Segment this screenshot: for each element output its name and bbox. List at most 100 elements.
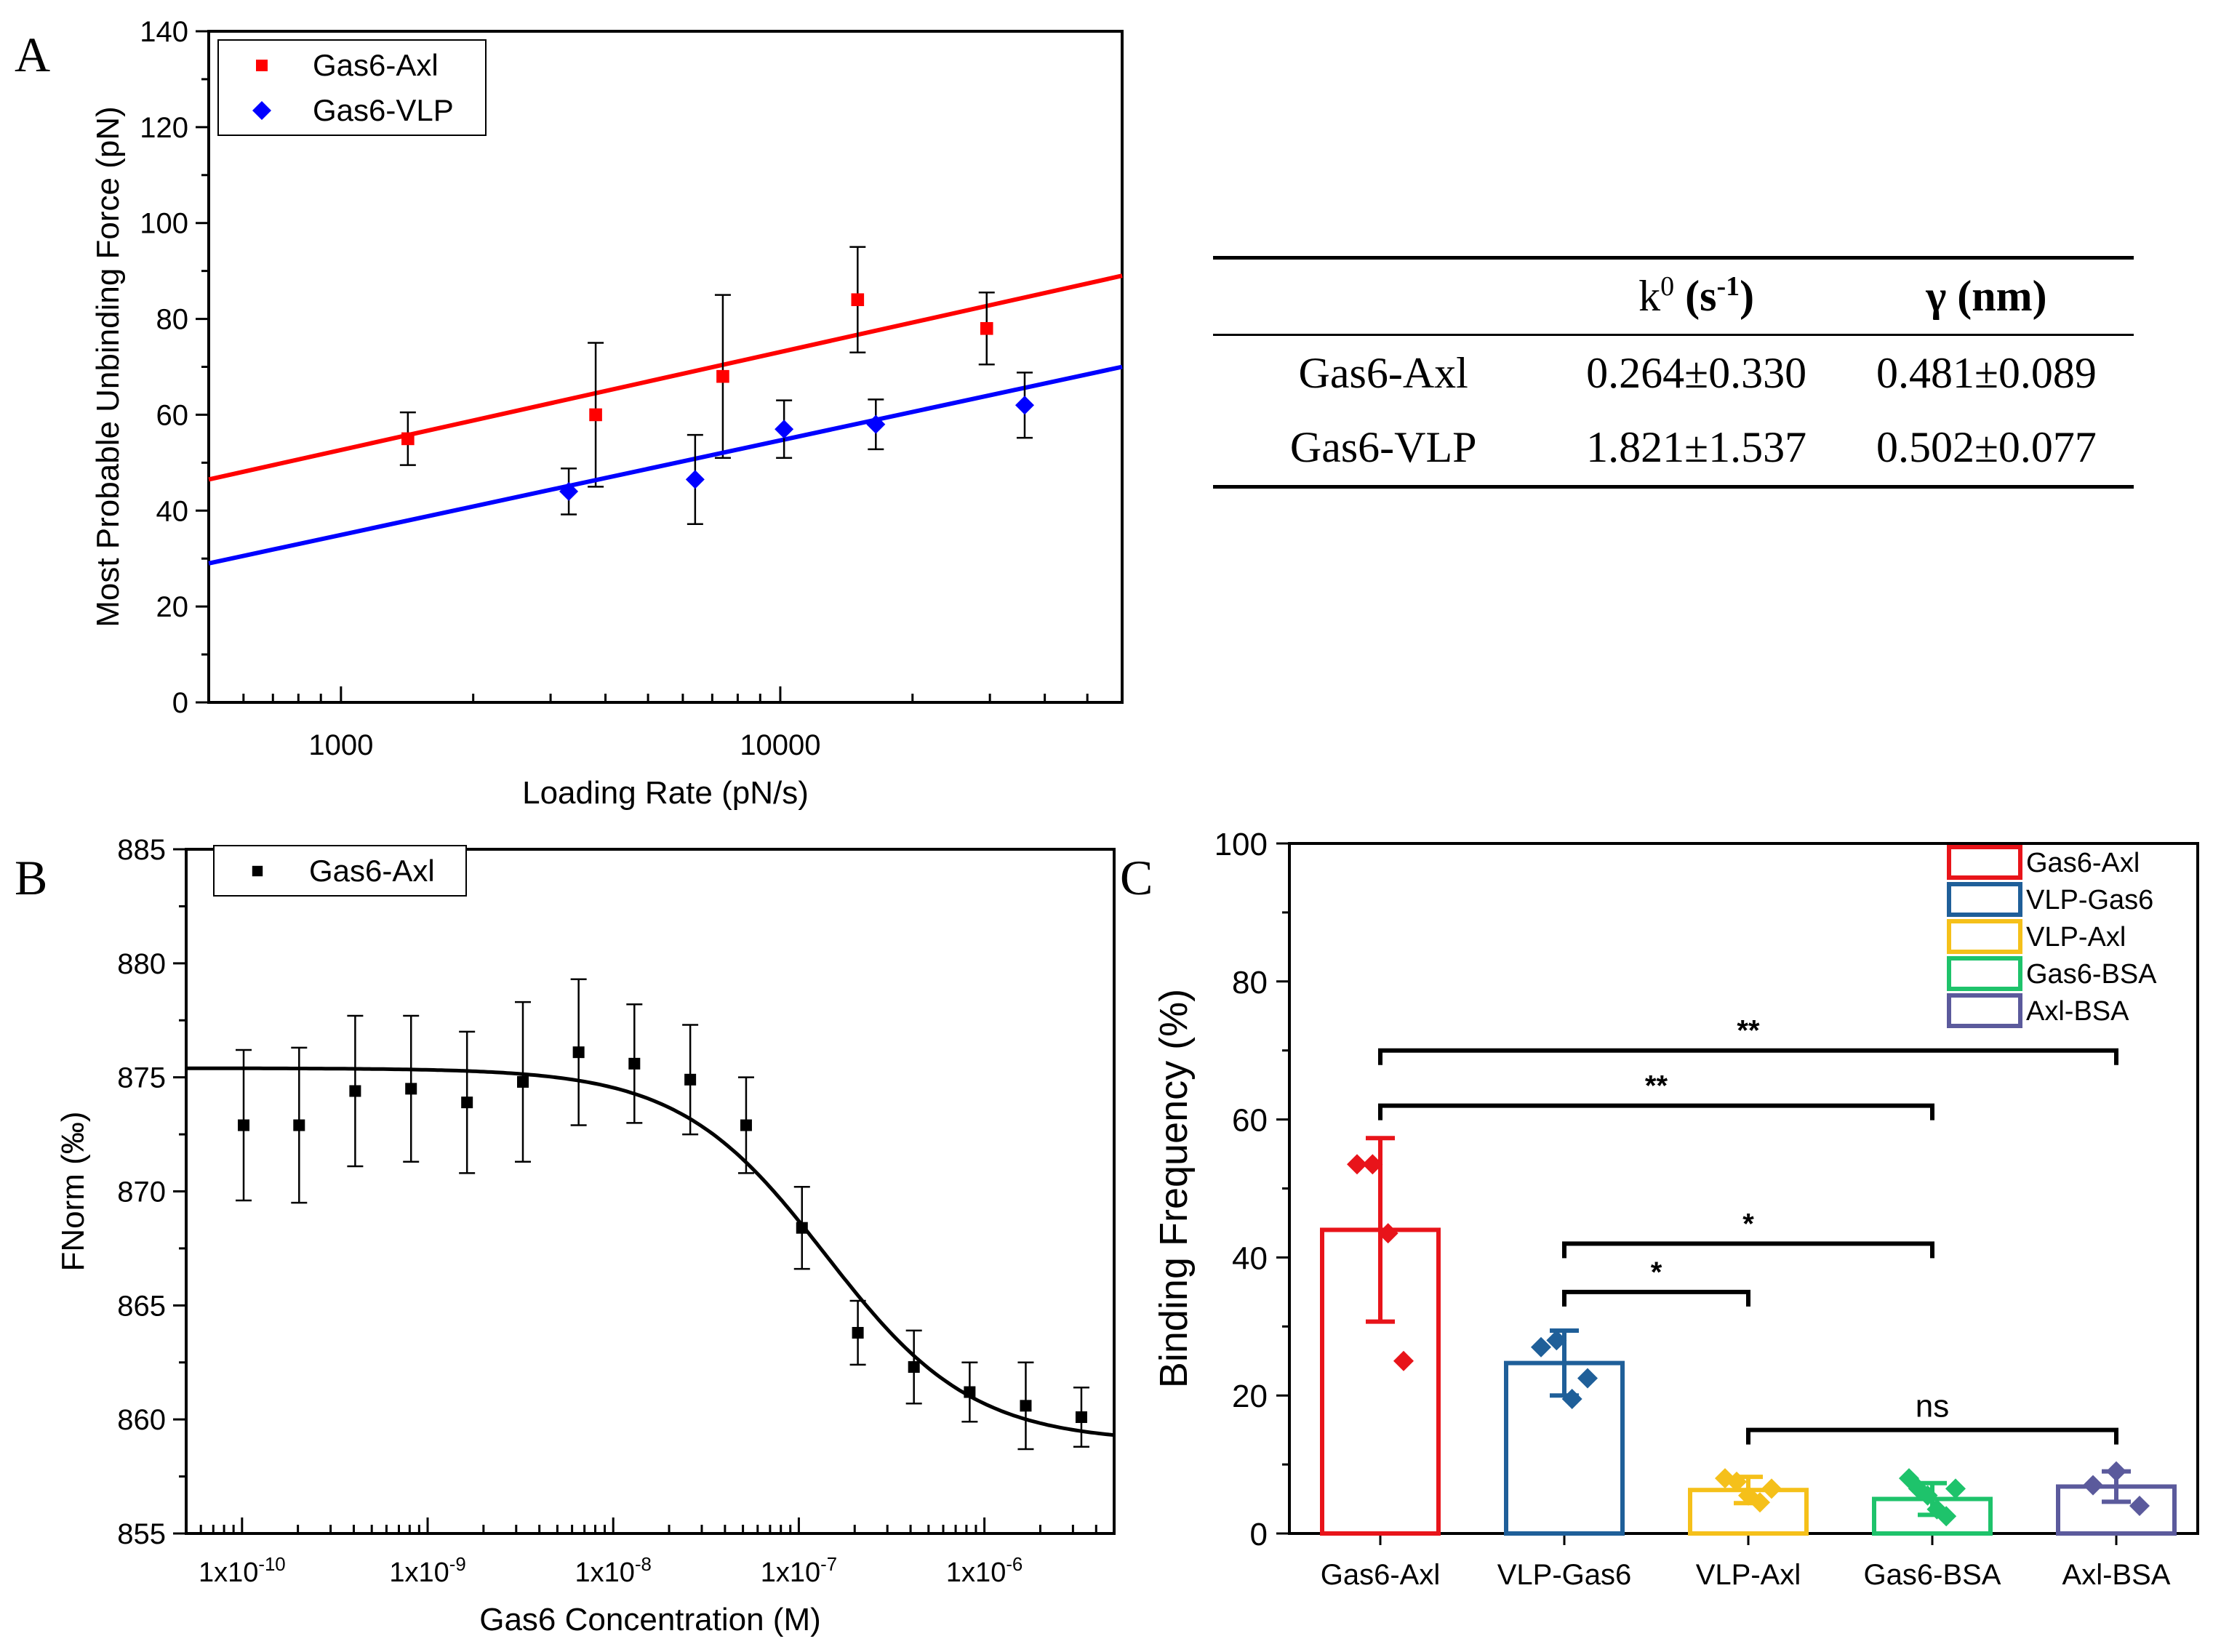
y-tick-label: 875 bbox=[117, 1062, 166, 1094]
data-point bbox=[238, 1119, 250, 1131]
legend-label: Gas6-BSA bbox=[2026, 959, 2157, 990]
data-point bbox=[1377, 1223, 1398, 1244]
y-axis-label: Binding Frequency (%) bbox=[1152, 989, 1196, 1388]
y-tick-label: 0 bbox=[1250, 1517, 1268, 1552]
y-tick-label: 865 bbox=[117, 1290, 166, 1322]
y-tick-label: 870 bbox=[117, 1176, 166, 1208]
plot-frame bbox=[185, 848, 1116, 1535]
data-point bbox=[293, 1119, 305, 1131]
table-header-k0: k0 (s-1) bbox=[1638, 271, 1755, 320]
data-point bbox=[740, 1119, 752, 1131]
legend-box bbox=[217, 39, 487, 136]
data-point bbox=[1546, 1330, 1567, 1351]
y-tick-label: 120 bbox=[140, 112, 188, 144]
table-header-row: k0 (s-1) γ (nm) bbox=[1213, 256, 2134, 336]
x-tick-label: 1000 bbox=[308, 729, 373, 761]
data-point bbox=[1917, 1485, 1938, 1506]
data-point bbox=[405, 1083, 417, 1095]
significance-label: * bbox=[1742, 1208, 1754, 1240]
data-point bbox=[1075, 1411, 1087, 1424]
y-tick-label: 0 bbox=[172, 687, 188, 719]
significance-bracket bbox=[1562, 1289, 1750, 1307]
significance-label: * bbox=[1651, 1256, 1662, 1288]
legend-label: Gas6-VLP bbox=[313, 93, 454, 127]
data-point bbox=[2083, 1475, 2103, 1496]
data-point bbox=[1761, 1478, 1782, 1499]
data-point bbox=[2129, 1496, 2150, 1517]
data-point bbox=[628, 1057, 641, 1070]
significance-label: ns bbox=[1916, 1389, 1949, 1424]
y-tick-label: 60 bbox=[156, 399, 189, 431]
data-point bbox=[716, 369, 729, 383]
legend-swatch bbox=[1947, 882, 2022, 917]
table-header-rule bbox=[1213, 334, 2134, 336]
y-tick-label: 20 bbox=[1232, 1379, 1268, 1414]
x-tick-label: 1x10-7 bbox=[761, 1555, 837, 1588]
y-tick-label: 100 bbox=[140, 208, 188, 240]
legend-label: VLP-Axl bbox=[2026, 922, 2126, 953]
legend-label: VLP-Gas6 bbox=[2026, 885, 2153, 915]
data-point bbox=[1531, 1336, 1551, 1358]
data-point bbox=[1750, 1492, 1770, 1513]
table-cell-k0: 0.264±0.330 bbox=[1586, 348, 1807, 397]
legend-label: Gas6-Axl bbox=[309, 854, 435, 888]
table-header-blank bbox=[1213, 256, 1553, 336]
legend-marker bbox=[256, 60, 268, 71]
data-point bbox=[1020, 1400, 1032, 1412]
x-axis-label: Gas6 Concentration (M) bbox=[479, 1602, 821, 1637]
chart-a: 1000 10000 0 20 40 60 80 100 120 140 Loading Rate … bbox=[90, 16, 1124, 811]
data-point bbox=[866, 414, 886, 434]
y-axis-label: FNorm (‰) bbox=[55, 1112, 91, 1272]
table-row: Gas6-Axl 0.264±0.330 0.481±0.089 bbox=[1213, 336, 2134, 410]
table-cell-name: Gas6-Axl bbox=[1298, 348, 1468, 397]
table-cell-name: Gas6-VLP bbox=[1289, 422, 1477, 471]
data-point bbox=[1726, 1471, 1747, 1492]
x-tick-label: VLP-Gas6 bbox=[1497, 1559, 1632, 1591]
significance-bracket bbox=[1562, 1241, 1934, 1259]
significance-label: ** bbox=[1737, 1015, 1760, 1047]
kinetics-table: k0 (s-1) γ (nm) Gas6-Axl 0.264±0.330 0.4… bbox=[1213, 256, 2134, 489]
x-tick-label: 1x10-8 bbox=[575, 1555, 652, 1588]
x-tick-label: VLP-Axl bbox=[1696, 1559, 1801, 1591]
data-point bbox=[1577, 1368, 1598, 1389]
x-tick-label: 1x10-9 bbox=[389, 1555, 465, 1588]
legend-label: Gas6-Axl bbox=[313, 48, 439, 82]
data-point bbox=[349, 1085, 361, 1097]
data-point bbox=[964, 1386, 976, 1398]
legend-swatch bbox=[1947, 956, 2022, 991]
error-bar bbox=[1366, 1136, 1395, 1324]
y-tick-label: 40 bbox=[1232, 1240, 1268, 1276]
data-point bbox=[775, 420, 794, 439]
y-tick-label: 880 bbox=[117, 948, 166, 980]
legend-marker bbox=[252, 101, 271, 120]
data-point bbox=[685, 470, 705, 489]
data-point bbox=[1936, 1506, 1957, 1527]
data-point bbox=[980, 321, 993, 335]
data-point bbox=[572, 1046, 585, 1059]
x-tick-label: Axl-BSA bbox=[2062, 1559, 2171, 1591]
data-point bbox=[684, 1073, 697, 1086]
x-tick-label: Gas6-BSA bbox=[1864, 1559, 2001, 1591]
data-point bbox=[851, 293, 865, 306]
data-point bbox=[1347, 1154, 1367, 1175]
table-row: Gas6-VLP 1.821±1.537 0.502±0.077 bbox=[1213, 410, 2134, 484]
legend-marker bbox=[252, 865, 263, 877]
y-axis-label: Most Probable Unbinding Force (pN) bbox=[90, 106, 126, 627]
panel-label-c: C bbox=[1120, 850, 1153, 905]
panel-label-a: A bbox=[15, 27, 51, 82]
data-point bbox=[461, 1096, 473, 1109]
data-point bbox=[1945, 1478, 1966, 1499]
y-tick-label: 40 bbox=[156, 495, 189, 527]
fit-line bbox=[208, 364, 1123, 566]
x-tick-label: 1x10-6 bbox=[946, 1555, 1023, 1588]
fit-line bbox=[208, 273, 1123, 482]
significance-bracket bbox=[1746, 1427, 2118, 1445]
significance-label: ** bbox=[1645, 1070, 1668, 1102]
data-point bbox=[852, 1326, 864, 1339]
y-tick-label: 20 bbox=[156, 591, 189, 623]
table-top-rule bbox=[1213, 256, 2134, 260]
chart-b: 1x10-10 1x10-9 1x10-8 1x10-7 1x10-6 855 860 865… bbox=[55, 834, 1116, 1637]
legend-label: Gas6-Axl bbox=[2026, 848, 2140, 878]
data-point bbox=[559, 481, 579, 501]
data-point bbox=[1561, 1388, 1582, 1409]
